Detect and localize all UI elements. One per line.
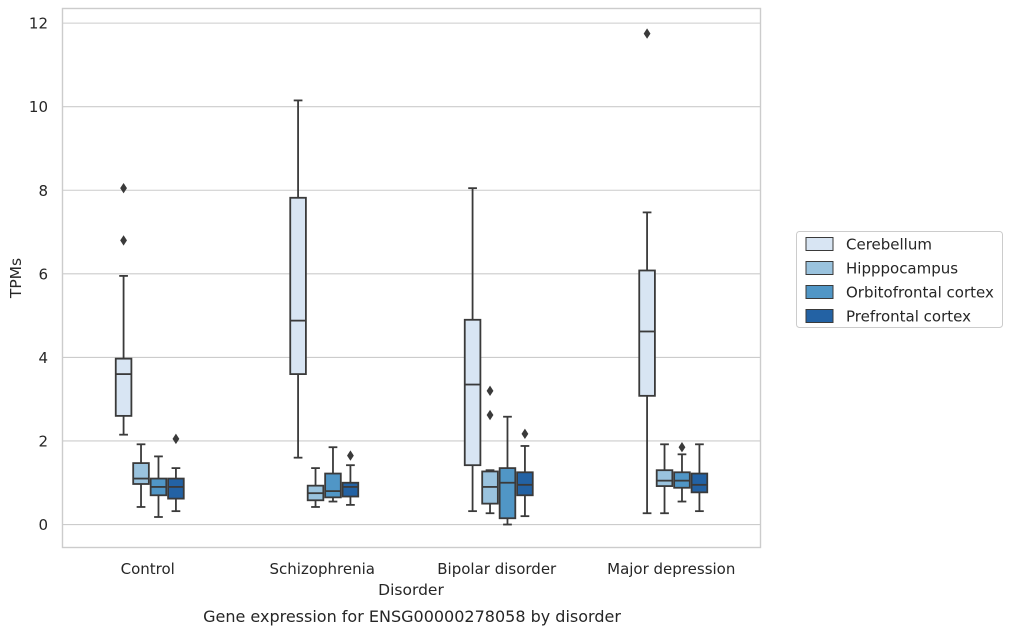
x-axis-label: Disorder [378,581,444,599]
box-0-prefrontal-cortex [167,433,185,513]
box-3-hipppocampus [655,443,674,515]
box-plot-marks [114,28,709,526]
y-tick-label-2: 4 [38,349,48,367]
grid-lines [62,22,761,526]
y-axis-label: TPMs [7,258,25,299]
x-tick-labels: Control Schizophrenia Bipolar disorder Majo… [121,560,736,578]
y-tick-label-0: 0 [38,516,48,534]
box-iqr [516,471,534,497]
box-3-prefrontal-cortex [690,443,709,513]
box-iqr [324,472,342,499]
legend-swatch-prefrontal-cortex [805,309,834,323]
box-iqr [289,196,307,376]
x-tick-label-3: Major depression [607,560,735,578]
legend: Cerebellum Hipppocampus Orbitofrontal cort… [796,231,1003,328]
box-1-orbitofrontal-cortex [324,446,342,503]
box-1-prefrontal-cortex [341,450,360,506]
y-tick-labels: 0 2 4 6 8 10 12 [29,15,48,534]
outlier-point-0 [643,28,651,39]
box-iqr [132,462,150,485]
outlier-point-0 [172,433,180,445]
x-tick-label-1: Schizophrenia [270,560,375,578]
outlier-point-0 [521,428,529,440]
outlier-point-0 [347,450,354,461]
box-iqr [167,477,185,500]
box-iqr [463,318,482,467]
outlier-point-0 [678,442,686,453]
figure-caption: Gene expression for ENSG00000278058 by d… [203,607,621,626]
box-3-orbitofrontal-cortex [673,442,691,503]
box-2-prefrontal-cortex [516,428,534,518]
legend-label-orbitofrontal-cortex: Orbitofrontal cortex [846,284,994,302]
y-tick-label-6: 12 [29,15,48,33]
box-2-orbitofrontal-cortex [498,415,517,526]
legend-frame [796,231,1003,328]
y-tick-label-5: 10 [29,98,48,116]
legend-label-cerebellum: Cerebellum [846,236,932,254]
y-tick-label-4: 8 [38,182,48,200]
box-3-cerebellum [638,28,656,515]
box-iqr [341,481,360,498]
x-tick-label-0: Control [121,560,175,578]
legend-swatch-hipppocampus [805,261,834,275]
box-1-cerebellum [289,99,307,459]
legend-label-hipppocampus: Hipppocampus [846,260,958,278]
y-tick-label-1: 2 [38,432,48,450]
x-tick-label-2: Bipolar disorder [437,560,557,578]
box-2-hipppocampus [481,385,499,515]
box-0-cerebellum [114,182,133,436]
box-iqr [114,357,133,417]
plot-area-frame [61,7,762,549]
box-iqr [638,269,656,397]
outlier-point-0 [120,235,127,246]
box-2-cerebellum [463,187,482,513]
box-iqr [655,469,674,487]
box-iqr [498,467,517,520]
box-0-orbitofrontal-cortex [149,455,168,518]
legend-label-prefrontal-cortex: Prefrontal cortex [846,308,971,326]
outlier-point-1 [120,182,127,194]
box-1-hipppocampus [306,467,325,508]
y-tick-label-3: 6 [38,265,48,283]
box-iqr [690,472,709,494]
outlier-point-1 [486,385,494,397]
box-0-hipppocampus [132,443,150,508]
legend-swatch-orbitofrontal-cortex [805,285,834,299]
outlier-point-0 [486,409,494,421]
legend-swatch-cerebellum [805,237,834,251]
